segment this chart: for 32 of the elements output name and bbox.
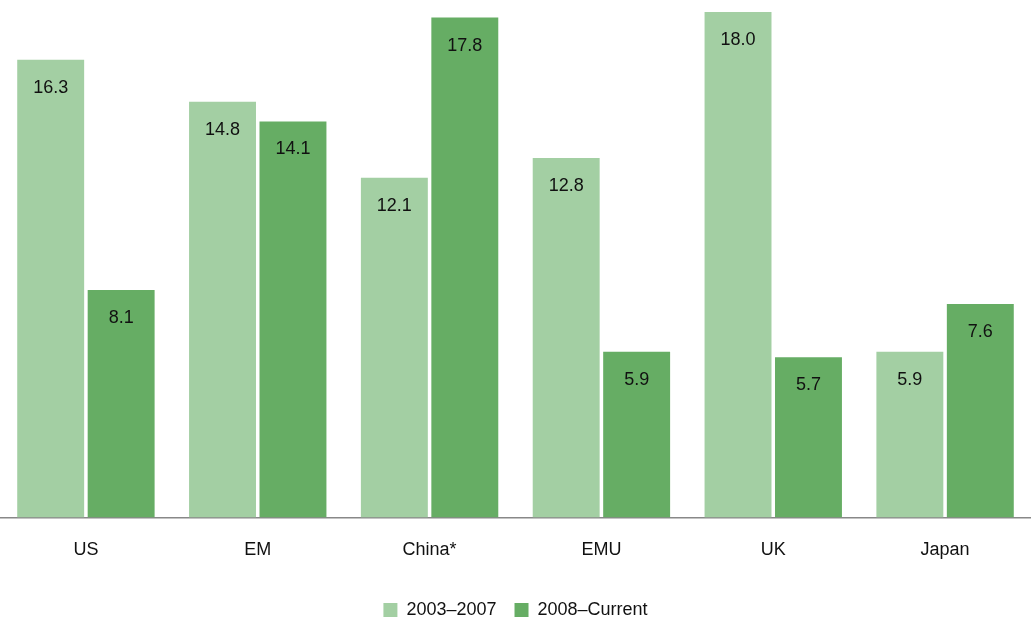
- bar: [360, 177, 428, 518]
- bar: [189, 101, 256, 518]
- bar: [775, 357, 842, 518]
- bar: [603, 351, 671, 518]
- bar: [876, 351, 944, 518]
- data-label: 12.8: [548, 174, 584, 195]
- bar: [704, 12, 772, 518]
- bar: [532, 158, 600, 518]
- x-tick-label: US: [73, 539, 99, 560]
- bar: [259, 121, 327, 518]
- bar: [87, 289, 155, 518]
- data-label: 14.8: [205, 118, 241, 139]
- data-label: 17.8: [447, 34, 483, 55]
- data-label: 16.3: [33, 76, 69, 97]
- data-label: 12.1: [376, 194, 412, 215]
- x-tick-label: China*: [402, 539, 457, 560]
- legend-label: 2003–2007: [406, 598, 497, 619]
- data-label: 18.0: [720, 28, 756, 49]
- data-label: 14.1: [275, 138, 311, 159]
- data-label: 5.9: [897, 368, 923, 389]
- x-tick-label: Japan: [920, 539, 970, 560]
- legend-label: 2008–Current: [537, 598, 648, 619]
- x-tick-label: UK: [760, 539, 786, 560]
- bar: [431, 17, 499, 518]
- data-label: 5.7: [795, 374, 821, 395]
- x-tick-label: EMU: [581, 539, 622, 560]
- data-label: 5.9: [624, 368, 650, 389]
- bar: [17, 59, 85, 518]
- x-tick-label: EM: [244, 539, 272, 560]
- bar: [946, 304, 1014, 518]
- data-label: 8.1: [108, 306, 134, 327]
- data-label: 7.6: [967, 320, 993, 341]
